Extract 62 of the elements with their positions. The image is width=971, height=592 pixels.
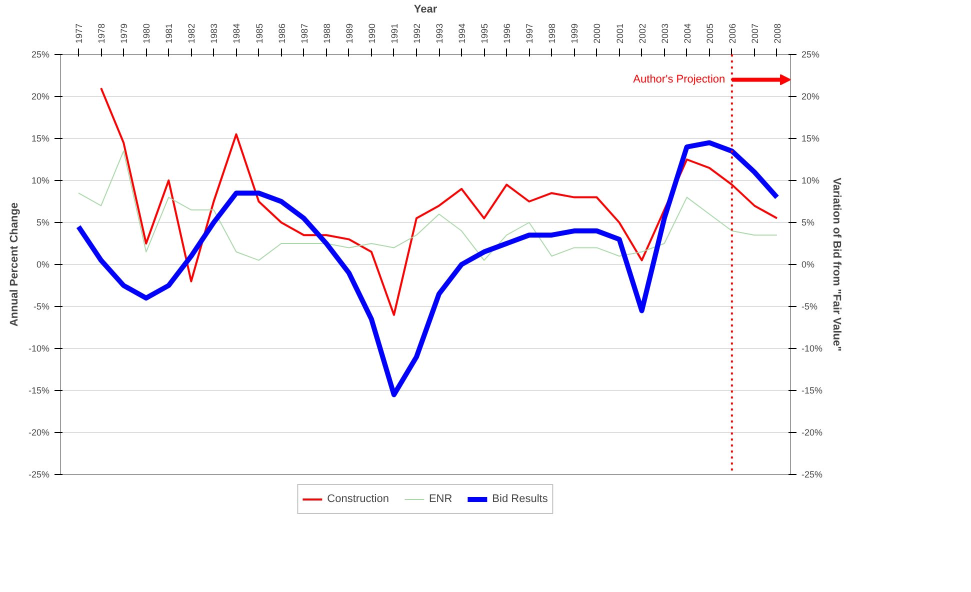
- legend-label: Construction: [327, 493, 389, 505]
- x-tick-label: 1997: [524, 23, 535, 44]
- annotation: Author's Projection: [633, 74, 726, 86]
- x-tick-label: 2007: [750, 23, 760, 44]
- y2-tick-label: -15%: [802, 386, 823, 396]
- y-tick-label: 15%: [31, 134, 50, 144]
- x-tick-label: 1995: [480, 23, 490, 44]
- y-tick-label: -10%: [28, 344, 50, 354]
- x-tick-label: 2004: [682, 23, 692, 44]
- y2-tick-label: 20%: [802, 92, 820, 102]
- x-tick-label: 2008: [772, 23, 782, 44]
- x-tick-label: 2006: [727, 23, 738, 44]
- x-tick-label: 1981: [164, 23, 174, 44]
- x-tick-label: 1990: [366, 23, 377, 44]
- x-tick-label: 1980: [142, 23, 152, 44]
- y-tick-label: 0%: [36, 260, 50, 270]
- x-tick-label: 1994: [457, 23, 468, 44]
- y2-axis-title: Variation of Bid from "Fair Value": [830, 178, 843, 352]
- x-tick-label: 1983: [209, 23, 220, 44]
- x-tick-label: 1979: [119, 23, 130, 44]
- x-tick-label: 1988: [322, 23, 332, 44]
- x-tick-label: 1978: [96, 23, 107, 44]
- y2-tick-label: 15%: [802, 134, 820, 144]
- y2-tick-label: -5%: [802, 302, 818, 312]
- line-series: [78, 150, 778, 261]
- x-tick-label: 1977: [74, 23, 84, 44]
- y-tick-label: 10%: [31, 176, 50, 186]
- y-tick-label: 25%: [31, 50, 50, 60]
- y2-tick-label: 5%: [802, 218, 815, 228]
- y-axis-title: Annual Percent Change: [8, 202, 20, 327]
- y2-tick-label: -25%: [802, 470, 823, 480]
- x-tick-label: 2002: [637, 23, 648, 44]
- y-tick-label: 20%: [31, 92, 50, 102]
- y-tick-label: 5%: [36, 218, 50, 228]
- x-tick-label: 1986: [276, 23, 287, 44]
- x-axis-title: Year: [414, 3, 438, 16]
- x-tick-label: 1998: [547, 23, 558, 44]
- x-tick-label: 2003: [660, 23, 670, 44]
- x-tick-label: 1993: [434, 23, 445, 44]
- y2-tick-label: -10%: [802, 344, 823, 354]
- y-tick-label: -20%: [28, 428, 50, 438]
- x-tick-label: 1996: [502, 23, 512, 44]
- x-tick-label: 1984: [232, 23, 242, 44]
- y2-tick-label: 0%: [802, 260, 815, 270]
- x-tick-label: 1989: [344, 23, 354, 44]
- y-tick-label: -25%: [28, 470, 50, 480]
- x-tick-label: 1985: [254, 23, 264, 44]
- x-tick-label: 1992: [412, 23, 422, 44]
- x-tick-label: 2000: [592, 23, 602, 44]
- x-tick-label: 1987: [299, 23, 310, 44]
- y-tick-label: -5%: [33, 302, 50, 312]
- y-tick-label: -15%: [28, 386, 50, 396]
- x-tick-label: 2001: [614, 23, 625, 44]
- x-tick-label: 1982: [186, 23, 197, 44]
- y2-tick-label: 10%: [802, 176, 820, 186]
- x-tick-label: 2005: [704, 23, 715, 44]
- y2-tick-label: -20%: [802, 428, 823, 438]
- legend-label: Bid Results: [492, 493, 548, 505]
- y2-tick-label: 25%: [802, 50, 820, 60]
- x-tick-label: 1999: [570, 23, 580, 44]
- legend-label: ENR: [428, 493, 452, 505]
- x-tick-label: 1991: [389, 23, 400, 44]
